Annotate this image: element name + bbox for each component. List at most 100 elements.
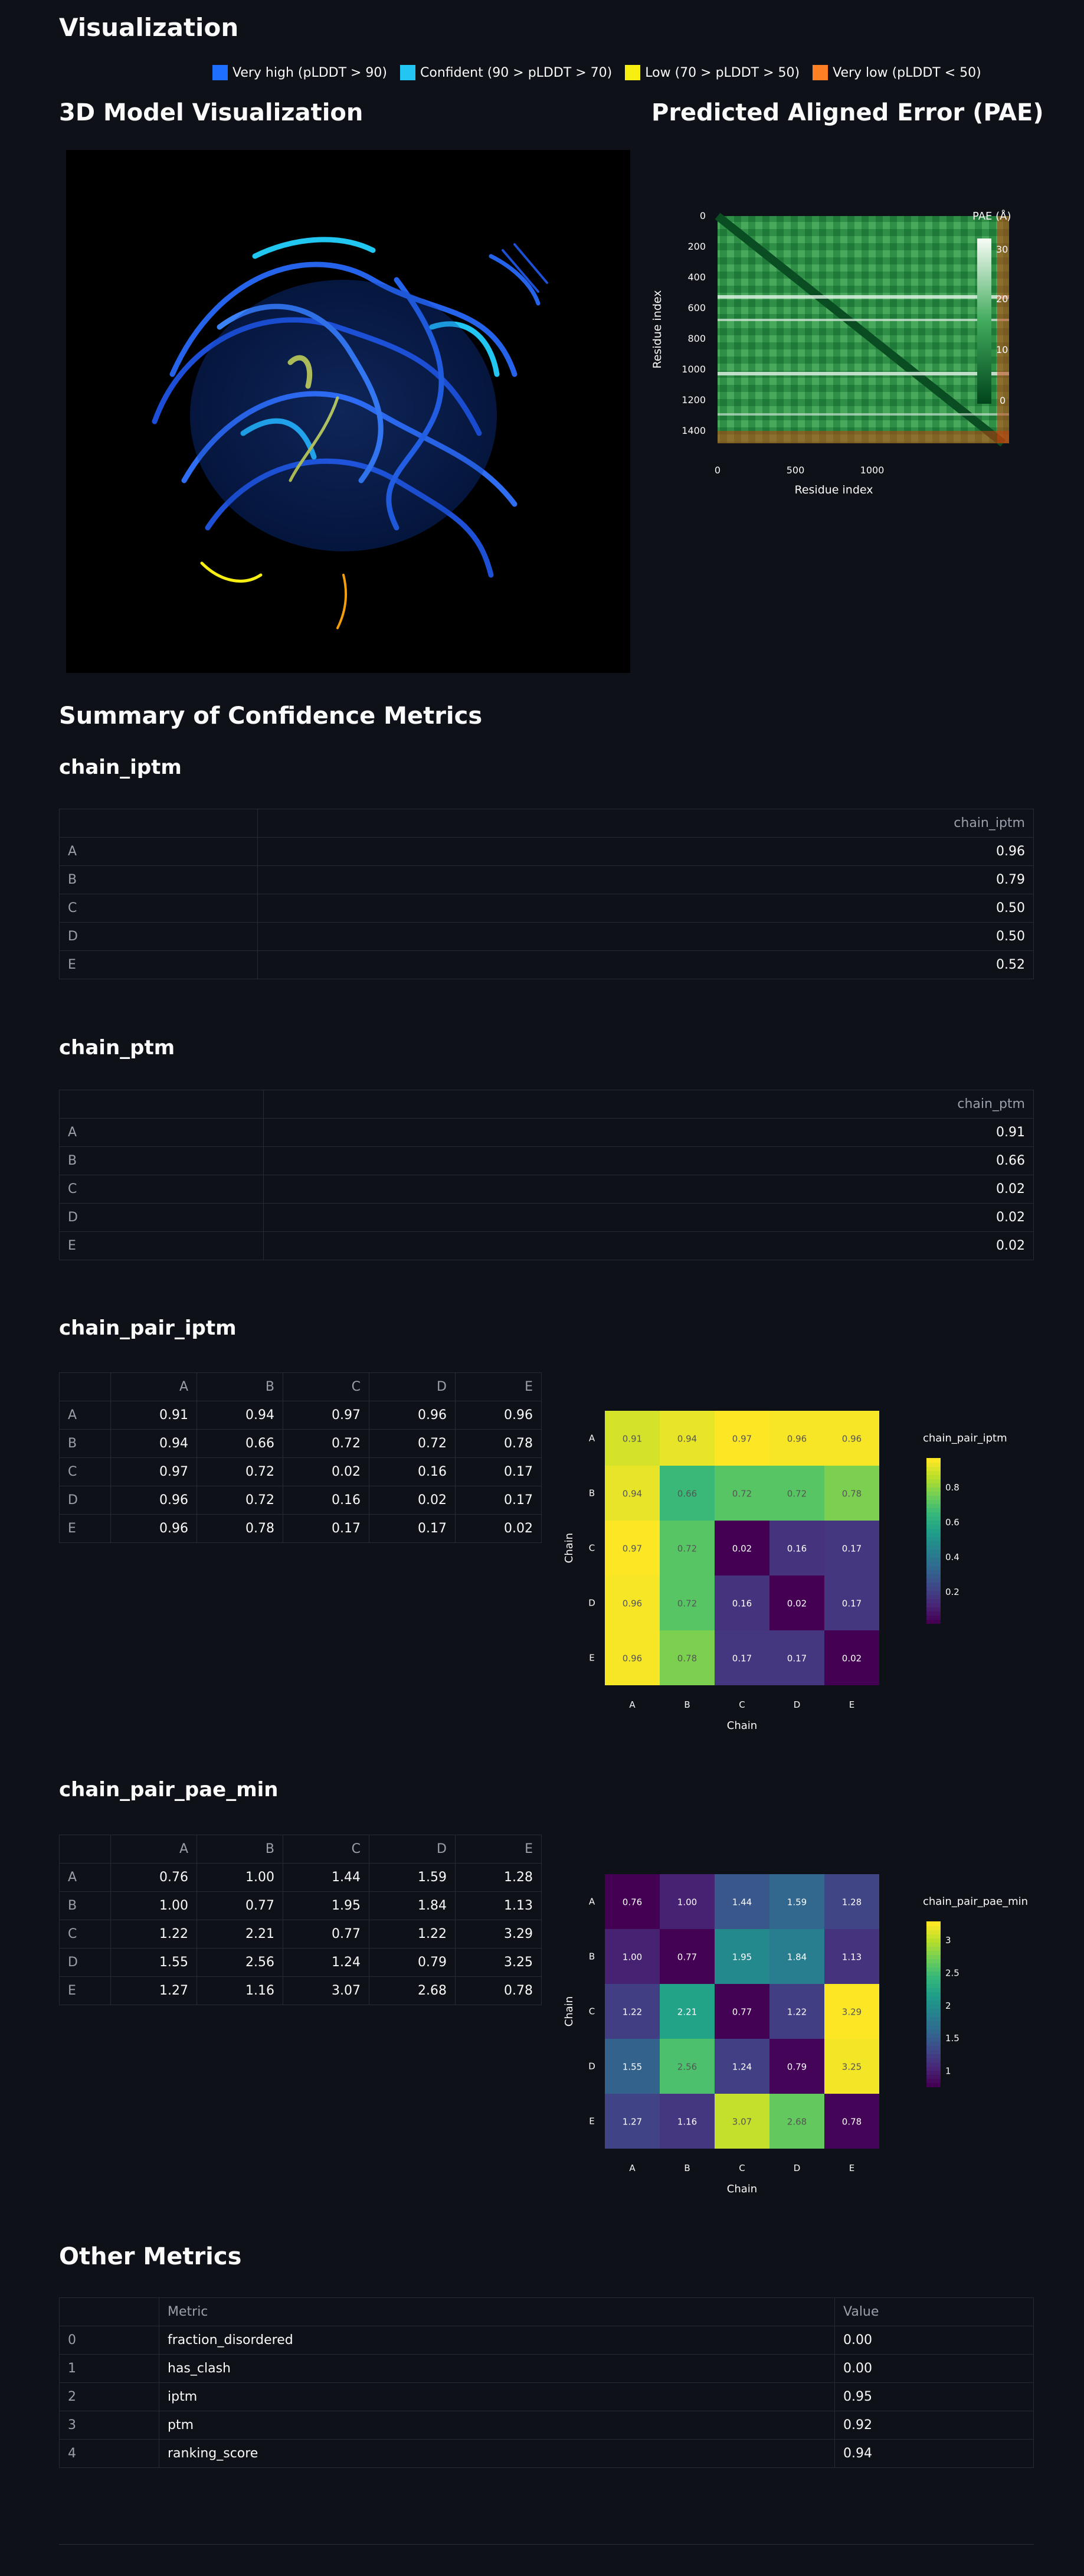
table-row[interactable]: E 0.52 bbox=[59, 950, 1034, 979]
table-row[interactable]: B 0.66 bbox=[59, 1146, 1034, 1175]
table-row[interactable]: 0 fraction_disordered 0.00 bbox=[59, 2326, 1034, 2355]
heatmap-colorbar-tick: 3 bbox=[945, 1935, 951, 1946]
table-row[interactable]: 4 ranking_score 0.94 bbox=[59, 2439, 1034, 2468]
metric-value: 0.95 bbox=[834, 2382, 1034, 2411]
heatmap-cell-label: 2.68 bbox=[787, 2117, 807, 2127]
table-row[interactable]: C 0.02 bbox=[59, 1175, 1034, 1204]
table-row[interactable]: B 0.94 0.66 0.72 0.72 0.78 bbox=[59, 1429, 542, 1458]
table-row[interactable]: A 0.76 1.00 1.44 1.59 1.28 bbox=[59, 1863, 542, 1892]
cell: 0.78 bbox=[455, 1429, 542, 1458]
heatmap-cells: 0.76 1.00 1.44 1.59 1.28 1.00 0.77 1.95 1.84 1.13… bbox=[605, 1874, 879, 2149]
table-row[interactable]: A 0.91 0.94 0.97 0.96 0.96 bbox=[59, 1401, 542, 1430]
cell: 0.91 bbox=[263, 1118, 1034, 1147]
column-header[interactable]: C bbox=[283, 1835, 369, 1864]
column-header[interactable]: chain_ptm bbox=[263, 1090, 1034, 1119]
colorbar-segment bbox=[926, 1532, 941, 1537]
table-row[interactable]: B 0.79 bbox=[59, 865, 1034, 894]
heatmap-cell bbox=[769, 1466, 824, 1521]
colorbar-segment bbox=[926, 2037, 941, 2042]
chain-pair-iptm-table[interactable]: A B C D E A 0.91 0.94 0.97 0.96 0.96 B 0.94 0.6… bbox=[59, 1372, 542, 1543]
chain-iptm-title: chain_iptm bbox=[59, 756, 182, 779]
heatmap-cell-label: 1.13 bbox=[842, 1952, 862, 1963]
heatmap-y-tick: D bbox=[588, 1598, 595, 1609]
table-row[interactable]: 1 has_clash 0.00 bbox=[59, 2354, 1034, 2383]
heatmap-cell-label: 0.78 bbox=[842, 2117, 862, 2127]
column-header[interactable]: C bbox=[283, 1372, 369, 1401]
heatmap-y-tick: A bbox=[589, 1897, 595, 1907]
row-index: A bbox=[59, 837, 258, 866]
table-row[interactable]: B 1.00 0.77 1.95 1.84 1.13 bbox=[59, 1891, 542, 1920]
heatmap-cell-label: 1.00 bbox=[623, 1952, 642, 1963]
metric-name: ranking_score bbox=[159, 2439, 835, 2468]
chain-iptm-table[interactable]: chain_iptm A 0.96 B 0.79 C 0.50 D 0.50 E 0.52 bbox=[59, 809, 1034, 979]
row-index: C bbox=[59, 1175, 264, 1204]
row-index: B bbox=[59, 1891, 111, 1920]
heatmap-cell-label: 1.00 bbox=[677, 1897, 697, 1908]
pae-y-tick: 1400 bbox=[682, 425, 706, 436]
heatmap-cell-label: 0.17 bbox=[842, 1544, 862, 1554]
column-header[interactable]: D bbox=[369, 1372, 456, 1401]
heatmap-x-tick: B bbox=[684, 2163, 690, 2173]
table-row[interactable]: D 0.02 bbox=[59, 1203, 1034, 1232]
table-row[interactable]: 3 ptm 0.92 bbox=[59, 2411, 1034, 2440]
chain-pair-pae-min-heatmap: 0.76 1.00 1.44 1.59 1.28 1.00 0.77 1.95 1.84 1.13… bbox=[549, 1856, 1033, 2211]
legend-label: Very high (pLDDT > 90) bbox=[232, 65, 388, 80]
column-header[interactable]: Metric bbox=[159, 2297, 835, 2326]
colorbar-segment bbox=[926, 1578, 941, 1583]
pae-cbar-tick: 10 bbox=[996, 344, 1008, 355]
table-row[interactable]: C 1.22 2.21 0.77 1.22 3.29 bbox=[59, 1920, 542, 1949]
colorbar-segment bbox=[926, 1598, 941, 1603]
colorbar-segment bbox=[926, 1487, 941, 1492]
column-header[interactable]: chain_iptm bbox=[257, 809, 1034, 838]
protein-3d-viewer[interactable] bbox=[66, 150, 630, 673]
chain-ptm-title: chain_ptm bbox=[59, 1036, 175, 1060]
heatmap-x-tick: E bbox=[849, 2163, 854, 2173]
column-header[interactable]: B bbox=[197, 1835, 283, 1864]
cell: 0.72 bbox=[197, 1457, 283, 1486]
cell: 0.02 bbox=[369, 1486, 456, 1515]
heatmap-cell-label: 0.72 bbox=[677, 1544, 697, 1554]
colorbar-segment bbox=[926, 1549, 941, 1554]
column-header[interactable]: D bbox=[369, 1835, 456, 1864]
pae-y-tick: 200 bbox=[687, 241, 706, 252]
table-row[interactable]: A 0.96 bbox=[59, 837, 1034, 866]
heatmap-cell-label: 0.72 bbox=[677, 1598, 697, 1609]
table-row[interactable]: D 0.96 0.72 0.16 0.02 0.17 bbox=[59, 1486, 542, 1515]
column-header[interactable]: A bbox=[110, 1835, 197, 1864]
table-row[interactable]: D 1.55 2.56 1.24 0.79 3.25 bbox=[59, 1948, 542, 1977]
table-row[interactable]: 2 iptm 0.95 bbox=[59, 2382, 1034, 2411]
colorbar-segment bbox=[926, 1967, 941, 1972]
column-header[interactable]: E bbox=[455, 1835, 542, 1864]
heatmap-cell-label: 0.96 bbox=[787, 1434, 807, 1444]
heatmap-colorbar-tick: 1.5 bbox=[945, 2033, 959, 2044]
column-header[interactable]: A bbox=[110, 1372, 197, 1401]
chain-ptm-table[interactable]: chain_ptm A 0.91 B 0.66 C 0.02 D 0.02 E 0.02 bbox=[59, 1090, 1034, 1260]
row-index: B bbox=[59, 1429, 111, 1458]
table-row[interactable]: E 1.27 1.16 3.07 2.68 0.78 bbox=[59, 1976, 542, 2005]
legend-item-very-high: Very high (pLDDT > 90) bbox=[212, 65, 387, 80]
heatmap-cell-label: 0.96 bbox=[842, 1434, 862, 1444]
table-row[interactable]: E 0.96 0.78 0.17 0.17 0.02 bbox=[59, 1514, 542, 1543]
legend-label: Very low (pLDDT < 50) bbox=[833, 65, 981, 80]
metric-name: iptm bbox=[159, 2382, 835, 2411]
column-header[interactable]: E bbox=[455, 1372, 542, 1401]
cell: 3.25 bbox=[455, 1948, 542, 1977]
chain-pair-pae-min-table[interactable]: A B C D E A 0.76 1.00 1.44 1.59 1.28 B 1.00 0.7… bbox=[59, 1835, 542, 2005]
colorbar-segment bbox=[926, 1934, 941, 1938]
table-row[interactable]: E 0.02 bbox=[59, 1231, 1034, 1260]
heatmap-cell bbox=[769, 1929, 824, 1984]
table-row[interactable]: D 0.50 bbox=[59, 922, 1034, 951]
heatmap-colorbar-tick: 2 bbox=[945, 2000, 951, 2011]
table-row[interactable]: C 0.97 0.72 0.02 0.16 0.17 bbox=[59, 1457, 542, 1486]
table-row[interactable]: C 0.50 bbox=[59, 894, 1034, 923]
column-header[interactable]: Value bbox=[834, 2297, 1034, 2326]
heatmap-cell-label: 3.29 bbox=[842, 2007, 862, 2018]
colorbar-segment bbox=[926, 1975, 941, 1980]
other-metrics-title: Other Metrics bbox=[59, 2243, 242, 2270]
colorbar-segment bbox=[926, 1954, 941, 1959]
table-row[interactable]: A 0.91 bbox=[59, 1118, 1034, 1147]
cell: 0.96 bbox=[257, 837, 1034, 866]
column-header[interactable]: B bbox=[197, 1372, 283, 1401]
row-index: C bbox=[59, 1457, 111, 1486]
